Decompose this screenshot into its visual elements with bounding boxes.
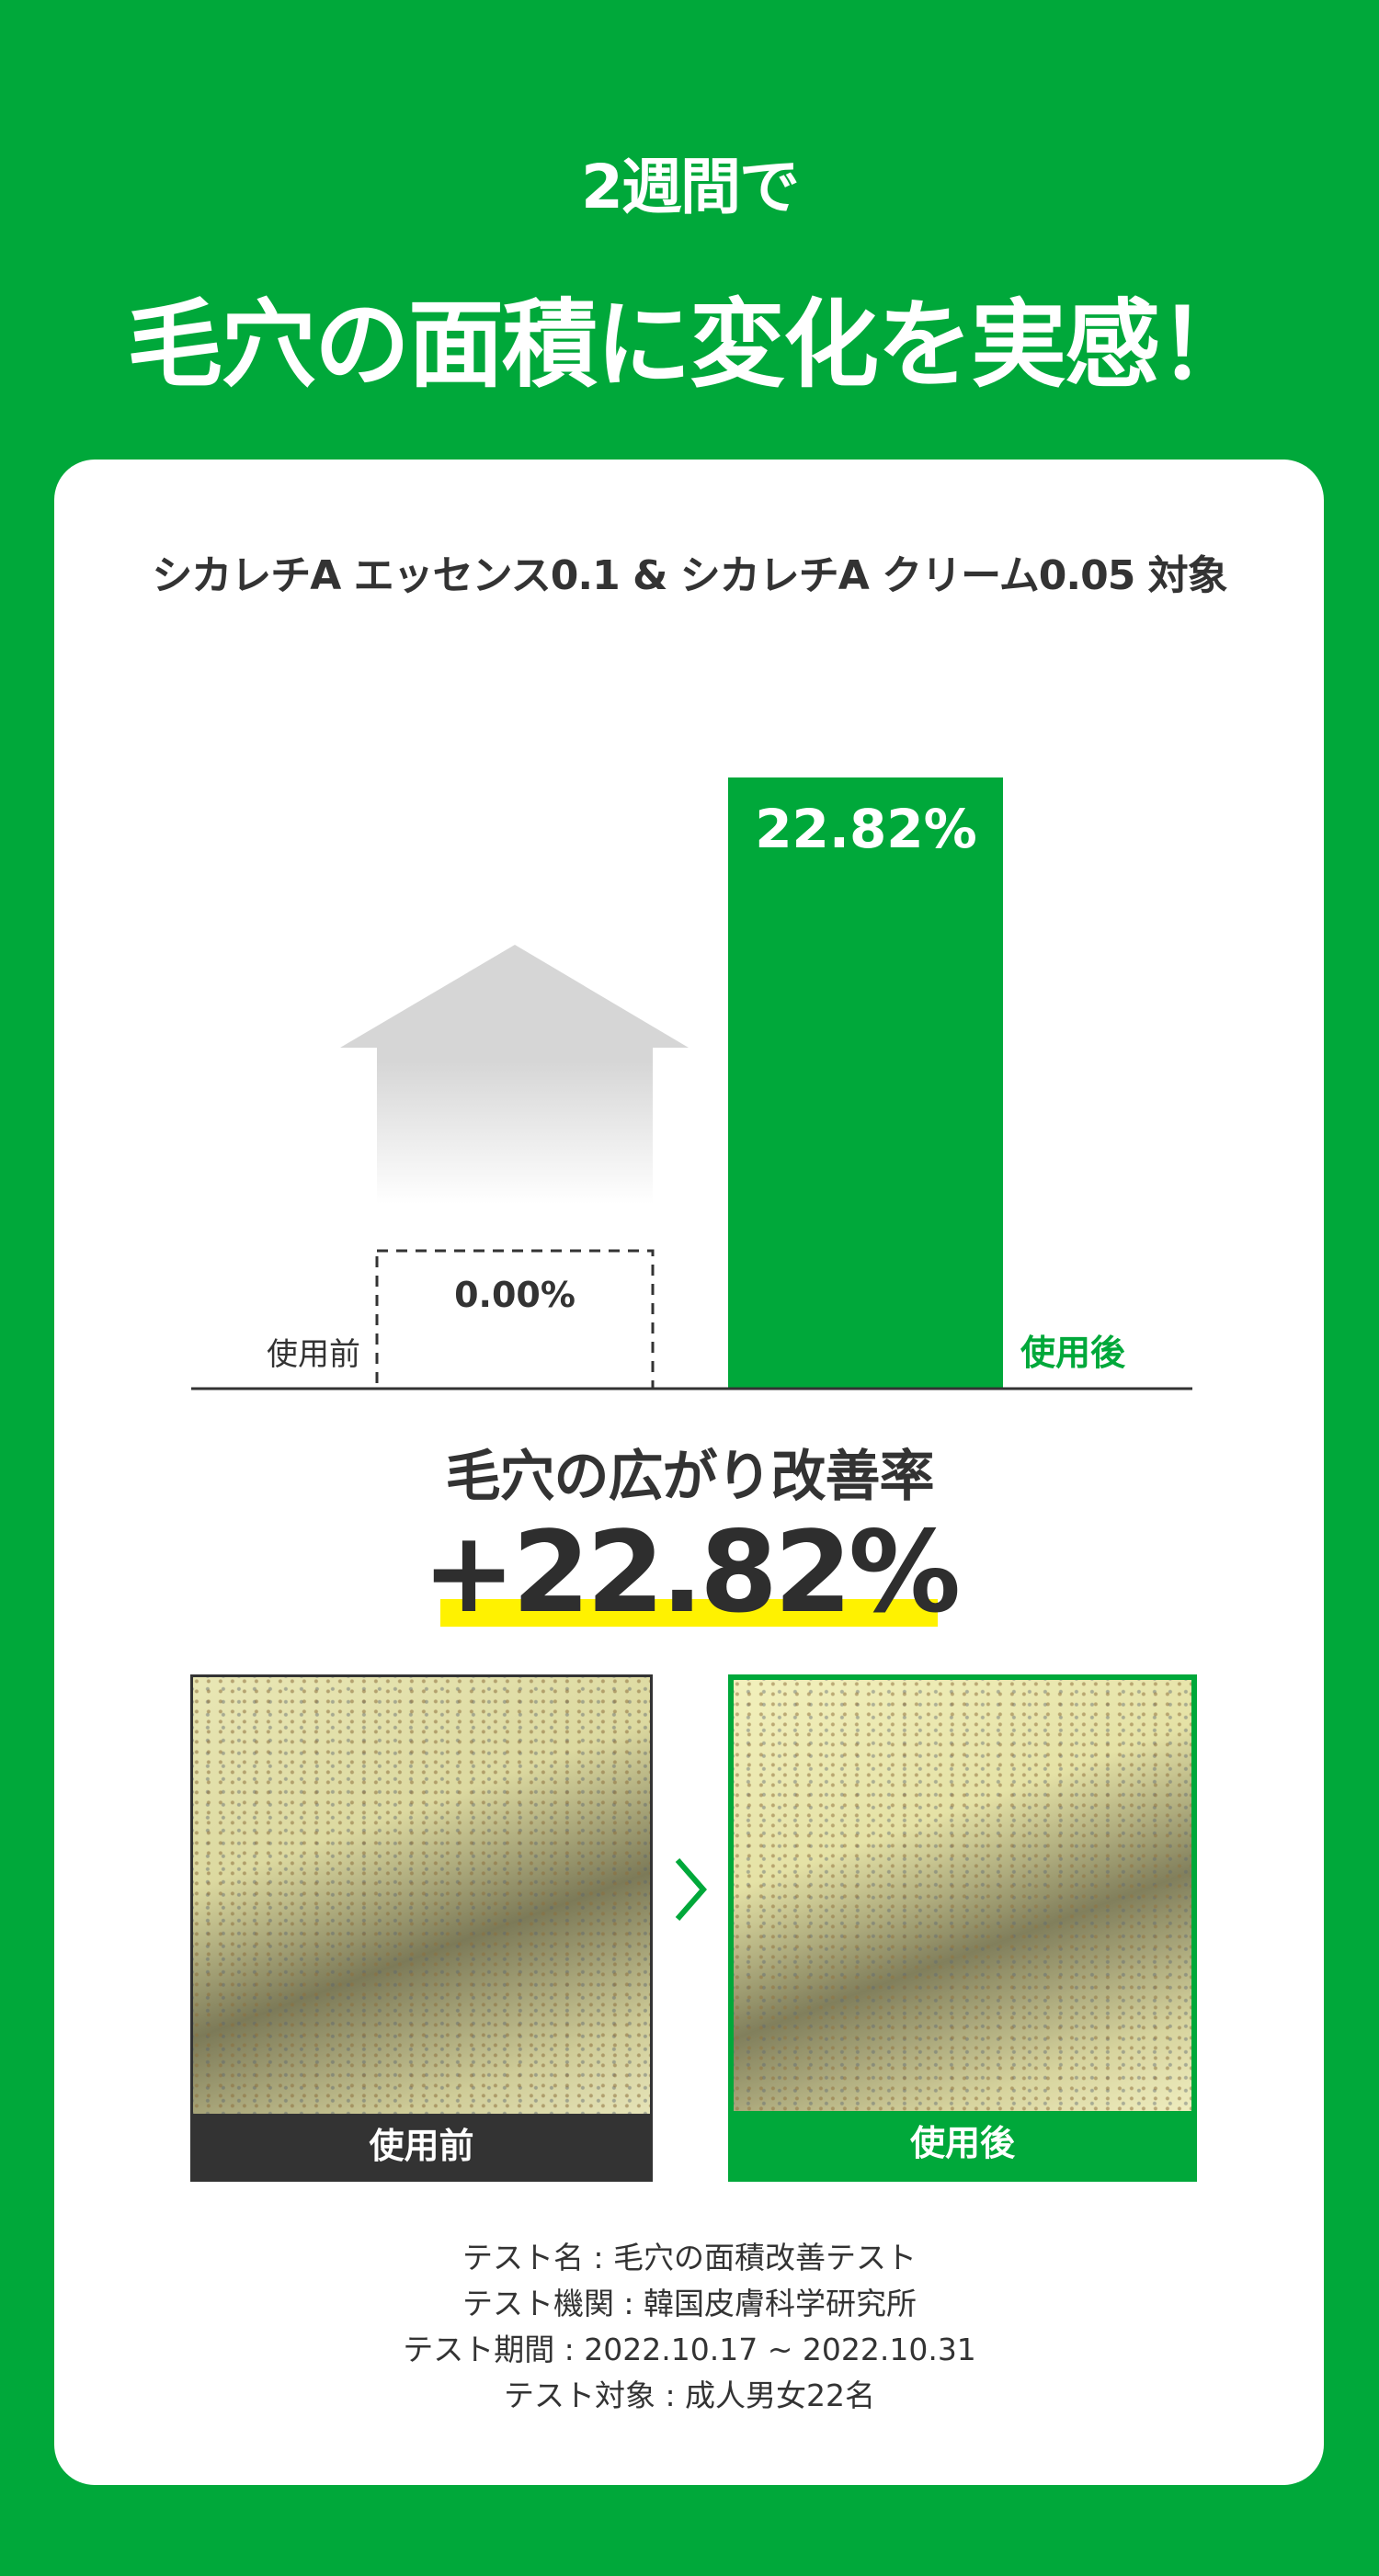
headline: 毛穴の面積に変化を実感！ bbox=[126, 289, 1254, 401]
test-period: テスト期間 : 2022.10.17 ~ 2022.10.31 bbox=[403, 2332, 976, 2367]
test-name: テスト名 : 毛穴の面積改善テスト bbox=[462, 2240, 917, 2275]
category-label-after: 使用後 bbox=[1020, 1333, 1126, 1373]
after-caption: 使用後 bbox=[734, 2111, 1191, 2176]
up-arrow-icon bbox=[340, 945, 689, 1204]
metric-label: 毛穴の広がり改善率 bbox=[445, 1445, 935, 1509]
bar-before bbox=[375, 1249, 655, 1390]
data-label-before: 0.00% bbox=[454, 1275, 576, 1315]
after-photo: 使用後 bbox=[728, 1674, 1197, 2182]
bar-chart: 0.00% 22.82% 使用前 使用後 bbox=[191, 777, 1192, 1390]
data-label-after: 22.82% bbox=[755, 798, 977, 860]
chevron-right-icon bbox=[675, 1858, 707, 1921]
before-photo: 使用前 bbox=[190, 1674, 653, 2182]
metric-value: +22.82% bbox=[421, 1507, 961, 1638]
before-caption: 使用前 bbox=[193, 2114, 650, 2179]
bar-after bbox=[728, 777, 1003, 1389]
test-institution: テスト機関 : 韓国皮膚科学研究所 bbox=[462, 2286, 917, 2321]
test-subjects: テスト対象 : 成人男女22名 bbox=[503, 2377, 876, 2413]
product-subtitle: シカレチA エッセンス0.1 & シカレチA クリーム0.05 対象 bbox=[152, 552, 1227, 599]
test-info: テスト名 : 毛穴の面積改善テスト テスト機関 : 韓国皮膚科学研究所 テスト期… bbox=[0, 2235, 1379, 2419]
metric-highlight bbox=[440, 1599, 938, 1627]
category-label-before: 使用前 bbox=[267, 1336, 360, 1373]
lead-text: 2週間で bbox=[581, 152, 800, 222]
